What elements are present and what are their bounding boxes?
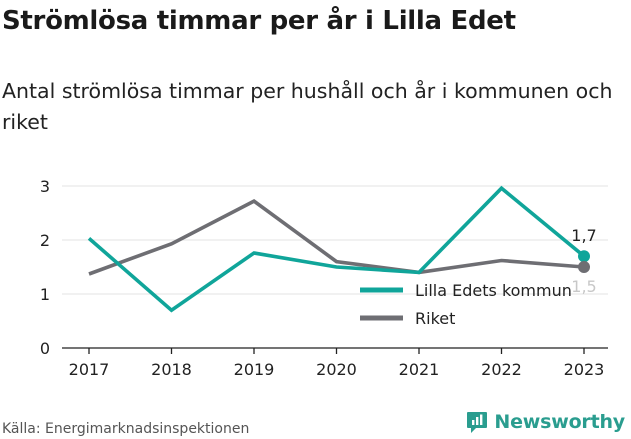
x-tick-label: 2021 [399, 360, 440, 379]
series-line-riket [88, 198, 585, 276]
legend-swatch [360, 315, 403, 321]
legend-label: Lilla Edets kommun [415, 281, 572, 300]
legend-label: Riket [415, 309, 455, 328]
end-value-label: 1,5 [571, 277, 596, 296]
x-tick-label: 2018 [151, 360, 192, 379]
end-marker [578, 261, 590, 273]
x-tick-label: 2023 [564, 360, 605, 379]
line-chart: 0 1 2 3 2017 2018 2019 2020 2021 2022 2023 1,7 1,5Li… [40, 177, 608, 379]
y-tick-label: 0 [40, 339, 50, 358]
y-tick-label: 3 [40, 177, 50, 196]
legend-swatch [360, 287, 403, 293]
brand-logo: Newsworthy [466, 408, 625, 436]
x-tick-label: 2022 [481, 360, 522, 379]
chart-title: Strömlösa timmar per år i Lilla Edet [2, 6, 516, 36]
chart-subtitle: Antal strömlösa timmar per hushåll och å… [2, 79, 613, 134]
end-marker [578, 250, 590, 263]
newsworthy-logo-icon [467, 412, 488, 433]
source-note: Källa: Energimarknadsinspektionen [2, 421, 250, 437]
x-tick-label: 2020 [316, 360, 357, 379]
y-tick-label: 2 [40, 231, 50, 250]
y-tick-label: 1 [40, 285, 50, 304]
x-tick-label: 2019 [234, 360, 275, 379]
x-tick-label: 2017 [69, 360, 110, 379]
brand-name: Newsworthy [494, 411, 625, 433]
end-value-label: 1,7 [571, 226, 596, 245]
